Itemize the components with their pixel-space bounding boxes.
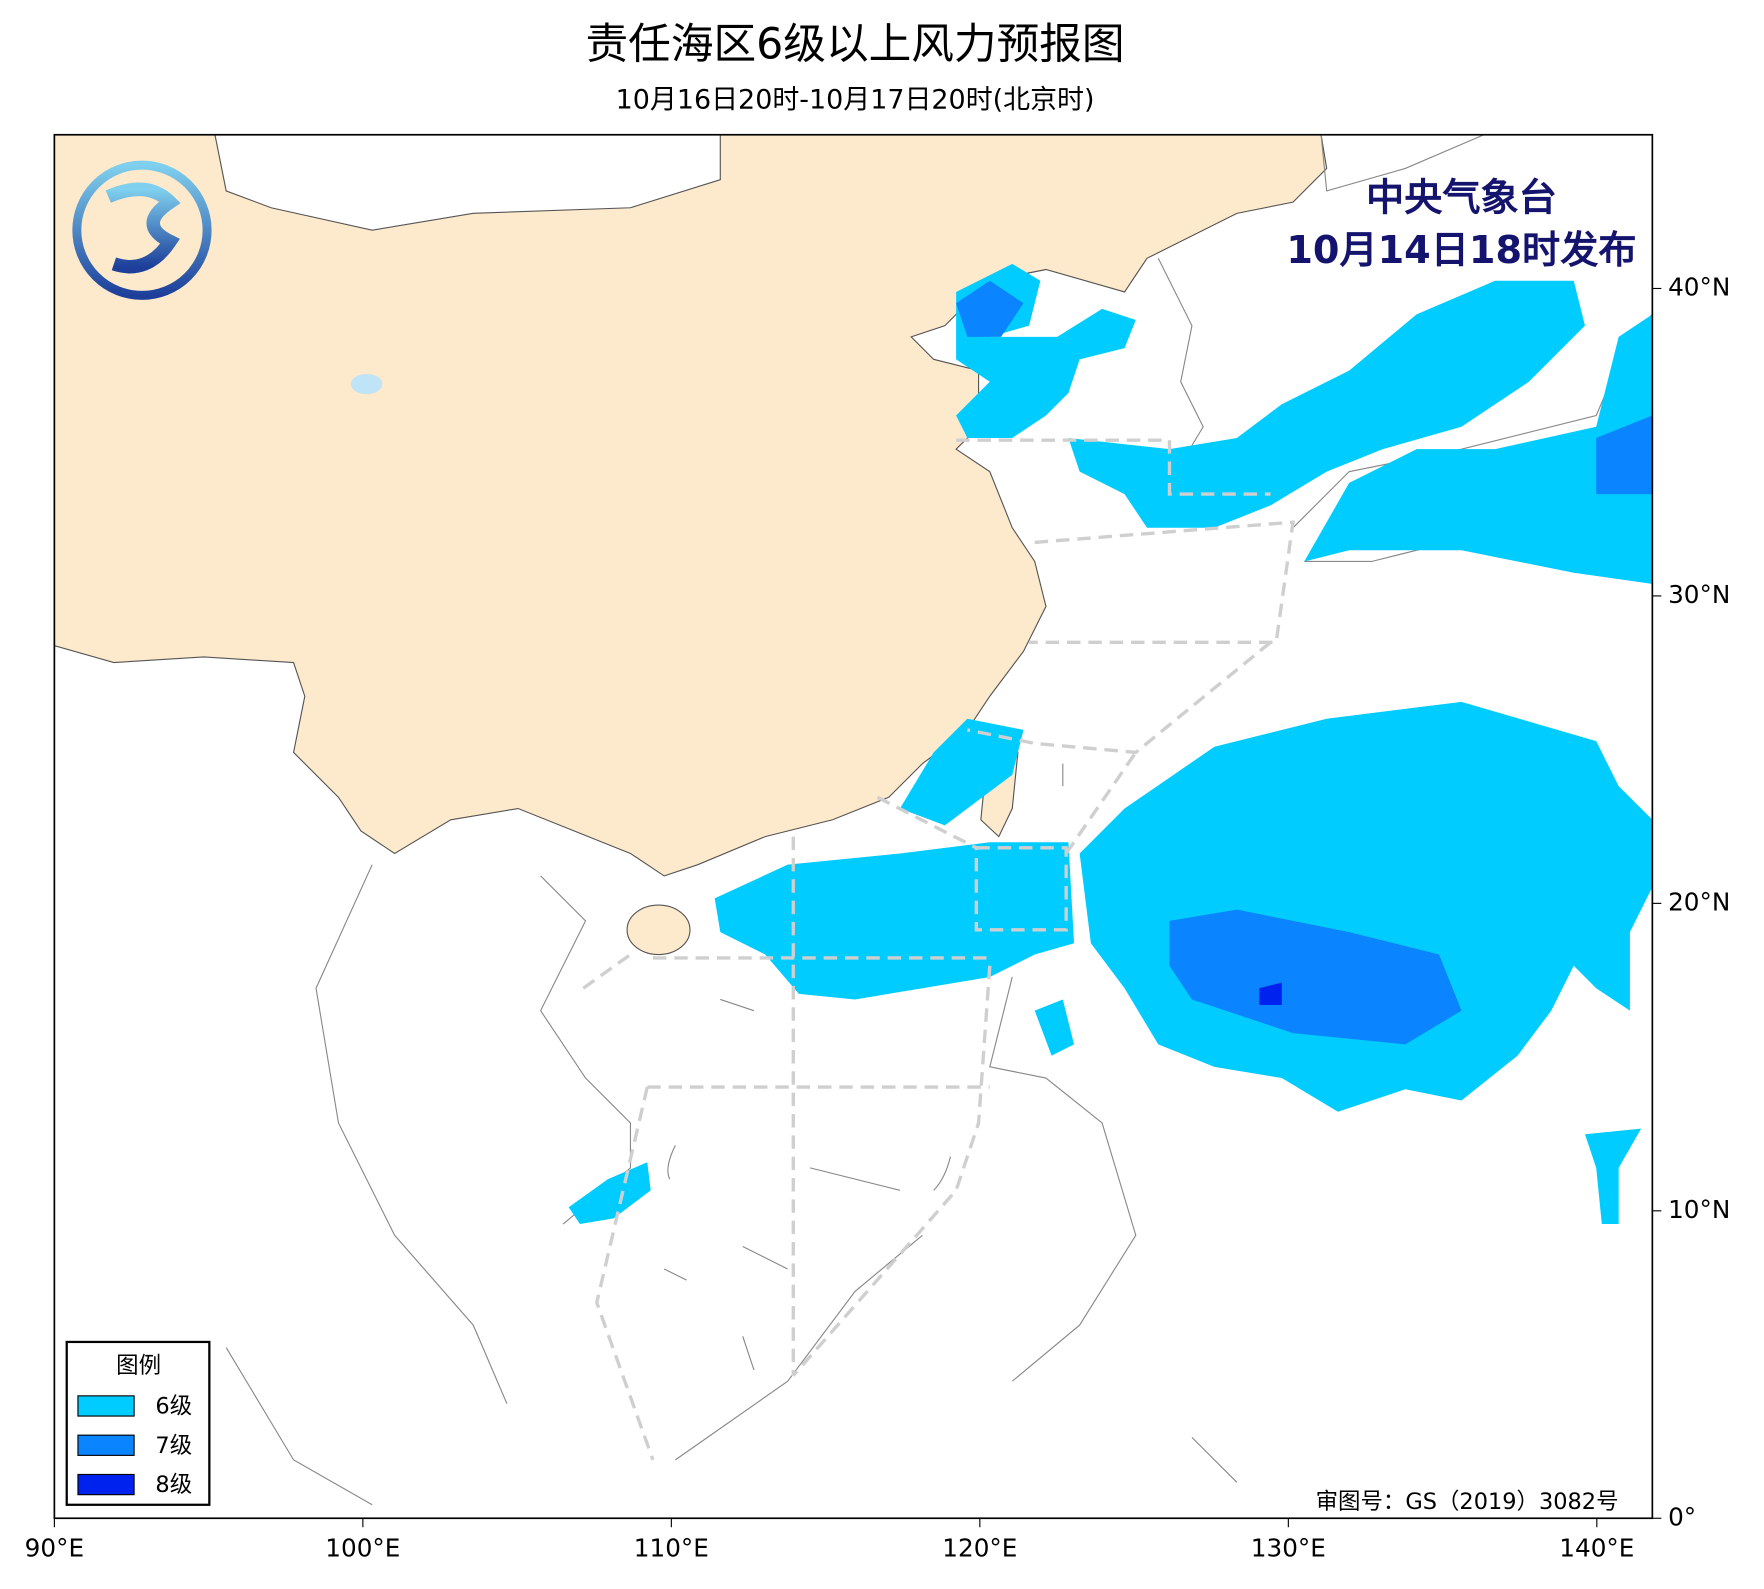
legend-label: 8级: [155, 1472, 192, 1498]
wind-area: [1259, 982, 1282, 1006]
lake: [350, 373, 383, 395]
approval-number: 审图号：GS（2019）3082号: [1316, 1489, 1619, 1515]
legend: 图例 6级 7级 8级: [65, 1340, 211, 1506]
wind-area: [1304, 314, 1653, 584]
legend-swatch: [77, 1473, 135, 1496]
issuer: 中央气象台: [1366, 176, 1557, 220]
wind-area: [1169, 909, 1462, 1045]
x-tick-label: 110°E: [634, 1534, 709, 1563]
y-tick-label: 0°: [1668, 1502, 1696, 1531]
wind-area: [1079, 701, 1653, 1112]
x-tick-label: 100°E: [325, 1534, 400, 1563]
logo: [72, 160, 212, 300]
legend-swatch: [77, 1434, 135, 1456]
wind-area: [568, 1162, 651, 1225]
map-area: [54, 134, 1653, 1506]
china-land: [54, 134, 1328, 877]
wind-area: [714, 842, 1075, 1000]
coastline: [225, 134, 1653, 1506]
legend-title: 图例: [116, 1353, 161, 1379]
wind-area: [1034, 999, 1075, 1056]
x-tick-label: 90°E: [25, 1534, 84, 1563]
wind-area: [1584, 1128, 1642, 1225]
y-tick-label: 30°N: [1668, 580, 1730, 609]
y-tick-label: 40°N: [1668, 272, 1730, 301]
y-tick-label: 10°N: [1668, 1195, 1730, 1224]
subtitle: 10月16日20时-10月17日20时(北京时): [616, 85, 1095, 116]
x-tick-label: 130°E: [1251, 1534, 1326, 1563]
legend-label: 6级: [155, 1394, 192, 1420]
title: 责任海区6级以上风力预报图: [586, 20, 1125, 70]
x-tick-label: 120°E: [942, 1534, 1017, 1563]
x-tick-label: 140°E: [1559, 1534, 1634, 1563]
y-tick-label: 20°N: [1668, 887, 1730, 916]
legend-label: 7级: [155, 1433, 192, 1459]
map-frame: [53, 133, 1654, 1520]
issue-time: 10月14日18时发布: [1286, 229, 1636, 273]
wind-area: [1068, 280, 1585, 528]
wind-area: [956, 280, 1024, 337]
islands: [663, 763, 1064, 1371]
wind-areas: [568, 263, 1653, 1225]
wind-area: [1596, 415, 1653, 495]
legend-swatch: [77, 1395, 135, 1417]
wind-area: [899, 718, 1024, 826]
sea-area-boundaries: [582, 438, 1295, 1461]
hainan: [626, 904, 691, 956]
